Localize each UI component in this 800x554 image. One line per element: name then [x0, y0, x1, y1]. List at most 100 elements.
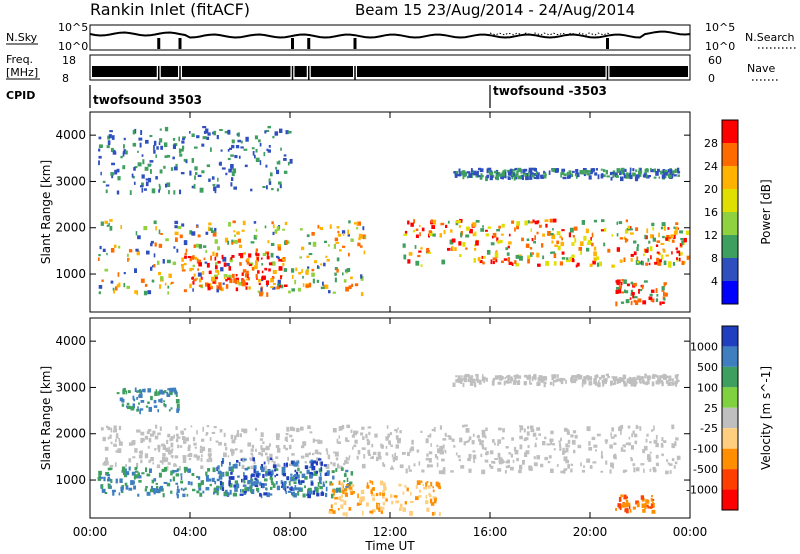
power-echo-cell: [175, 237, 178, 242]
velocity-echo-cell: [109, 464, 114, 468]
velocity-echo-cell: [385, 498, 388, 502]
power-echo-cell: [507, 245, 510, 249]
power-echo-cell: [174, 225, 178, 229]
power-echo-cell: [282, 228, 285, 231]
velocity-echo-cell: [307, 425, 311, 429]
velocity-echo-cell: [636, 502, 640, 508]
velocity-echo-cell: [390, 494, 393, 498]
velocity-echo-cell: [644, 506, 647, 509]
velocity-echo-cell: [193, 442, 197, 446]
velocity-echo-cell: [371, 480, 374, 485]
velocity-echo-cell: [294, 469, 297, 473]
power-echo-cell: [208, 222, 212, 226]
velocity-echo-cell: [620, 430, 622, 435]
power-echo-cell: [531, 174, 535, 178]
power-echo-cell: [146, 250, 150, 255]
velocity-echo-cell: [472, 454, 477, 460]
velocity-echo-cell: [267, 469, 271, 473]
velocity-echo-cell: [460, 465, 465, 469]
power-echo-cell: [589, 263, 593, 267]
velocity-echo-cell: [283, 444, 286, 449]
velocity-echo-cell: [150, 395, 153, 401]
power-echo-cell: [222, 256, 227, 262]
power-echo-cell: [189, 283, 192, 289]
velocity-echo-cell: [600, 455, 604, 459]
power-echo-cell: [633, 240, 637, 244]
power-x-ticks: [89, 112, 691, 312]
power-echo-cell: [428, 230, 432, 234]
velocity-echo-cell: [481, 443, 484, 448]
velocity-echo-cell: [372, 451, 377, 455]
power-echo-cell: [265, 164, 268, 168]
velocity-echo-cell: [181, 432, 184, 435]
velocity-echo-cell: [383, 487, 387, 491]
power-echo-cell: [648, 296, 653, 300]
power-echo-cell: [672, 234, 676, 239]
power-echo-cell: [533, 240, 536, 244]
power-echo-cell: [430, 219, 434, 223]
velocity-echo-cell: [350, 429, 353, 433]
power-echo-cell: [134, 290, 138, 294]
velocity-echo-cell: [235, 448, 238, 451]
velocity-echo-cell: [290, 479, 294, 482]
velocity-echo-cell: [202, 426, 204, 432]
power-echo-cell: [593, 251, 597, 257]
power-echo-cell: [109, 219, 113, 222]
power-echo-cell: [675, 226, 679, 231]
velocity-echo-cell: [504, 377, 507, 380]
power-echo-cell: [649, 246, 653, 252]
velocity-echo-cell: [225, 489, 228, 494]
power-echo-cell: [238, 282, 243, 286]
velocity-echo-cell: [587, 428, 591, 431]
velocity-echo-cell: [305, 453, 309, 458]
velocity-echo-cell: [369, 480, 372, 484]
velocity-cbar-swatch-8: [722, 489, 738, 510]
velocity-echo-cell: [309, 466, 313, 469]
velocity-echo-cell: [161, 390, 165, 395]
power-echo-cell: [167, 291, 169, 295]
velocity-echo-cell: [207, 468, 211, 472]
power-echo-cell: [195, 172, 198, 175]
power-echo-cell: [283, 268, 288, 272]
velocity-echo-cell: [236, 486, 240, 489]
power-echo-cell: [327, 244, 330, 247]
velocity-echo-cell: [144, 488, 147, 492]
velocity-echo-cell: [317, 439, 321, 444]
power-echo-cell: [658, 252, 661, 256]
power-echo-cell: [132, 129, 135, 135]
velocity-echo-cell: [128, 442, 133, 446]
velocity-echo-cell: [342, 484, 344, 489]
velocity-echo-cell: [198, 476, 201, 480]
velocity-echo-cell: [647, 457, 652, 462]
power-echo-cell: [272, 286, 276, 290]
velocity-echo-cell: [216, 490, 219, 496]
power-echo-cell: [111, 135, 115, 140]
velocity-echo-cell: [408, 465, 411, 470]
power-echo-cell: [246, 270, 249, 276]
velocity-echo-cell: [300, 445, 305, 449]
power-echo-cell: [242, 269, 247, 273]
velocity-echo-cell: [126, 405, 131, 410]
velocity-echo-cell: [138, 429, 141, 433]
velocity-echo-cell: [146, 473, 151, 477]
velocity-echo-cell: [360, 489, 365, 495]
power-echo-cell: [621, 291, 624, 294]
power-echo-cell: [224, 131, 229, 134]
velocity-echo-cell: [104, 446, 109, 451]
velocity-echo-cell: [206, 425, 210, 428]
power-echo-cell: [535, 174, 540, 180]
velocity-echo-cell: [642, 508, 646, 513]
power-echo-cell: [98, 155, 102, 159]
power-echo-cell: [521, 175, 524, 178]
power-echo-cell: [206, 262, 210, 268]
power-ytick-label-3: 4000: [55, 128, 86, 142]
velocity-echo-cell: [512, 380, 516, 385]
velocity-echo-cell: [630, 445, 634, 450]
velocity-echo-cell: [161, 461, 164, 465]
power-echo-cell: [515, 173, 518, 177]
velocity-echo-cell: [269, 453, 273, 458]
power-echo-cell: [271, 188, 274, 191]
velocity-echo-cell: [234, 435, 237, 440]
power-echo-cell: [287, 130, 292, 134]
